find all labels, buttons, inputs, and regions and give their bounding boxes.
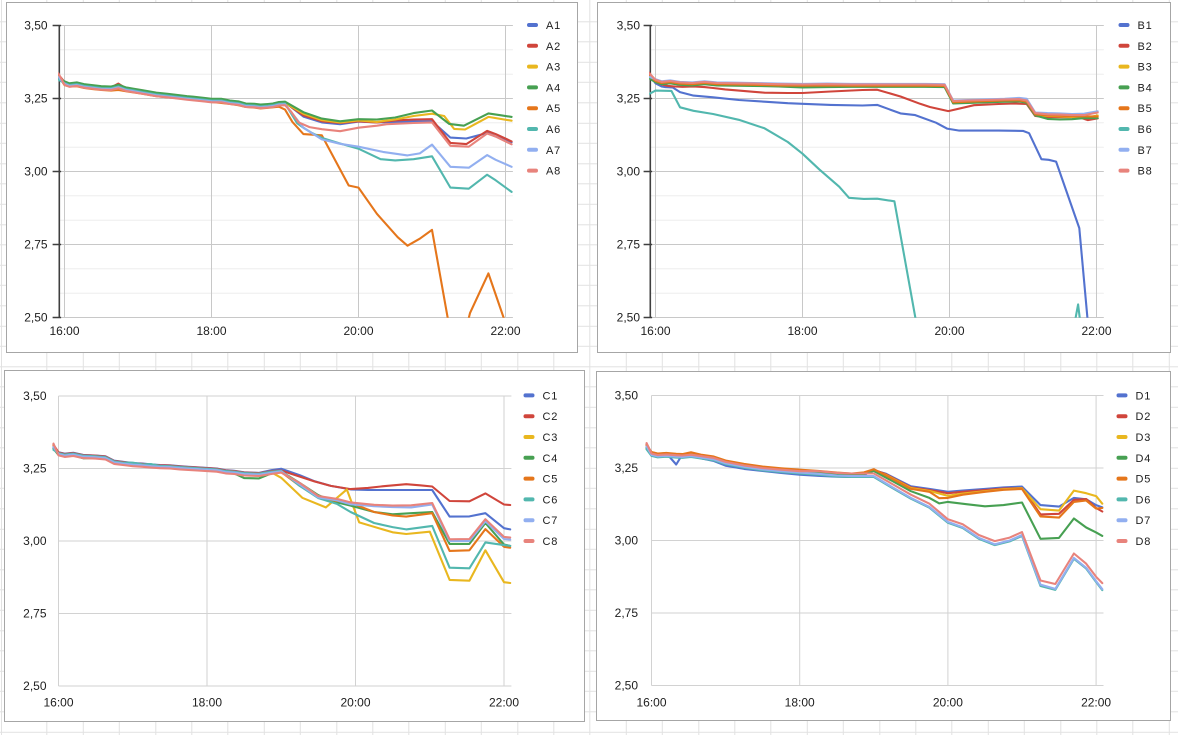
svg-text:18:00: 18:00 — [192, 696, 222, 710]
svg-text:3,50: 3,50 — [617, 19, 641, 33]
svg-text:3,00: 3,00 — [23, 534, 47, 548]
svg-text:A3: A3 — [546, 62, 561, 74]
svg-text:A6: A6 — [546, 124, 561, 136]
svg-text:3,00: 3,00 — [24, 165, 48, 179]
svg-text:D8: D8 — [1136, 536, 1152, 548]
svg-text:2,50: 2,50 — [615, 679, 639, 693]
svg-text:20:00: 20:00 — [340, 696, 370, 710]
svg-text:3,25: 3,25 — [23, 462, 47, 476]
svg-text:C6: C6 — [543, 494, 559, 506]
svg-text:A5: A5 — [546, 103, 561, 115]
svg-text:B2: B2 — [1138, 41, 1153, 53]
svg-text:2,50: 2,50 — [24, 311, 48, 325]
svg-text:D3: D3 — [1136, 432, 1152, 444]
svg-text:18:00: 18:00 — [196, 324, 226, 338]
svg-text:C4: C4 — [543, 453, 559, 465]
svg-text:22:00: 22:00 — [490, 324, 520, 338]
svg-text:B3: B3 — [1138, 62, 1153, 74]
svg-text:16:00: 16:00 — [640, 324, 670, 338]
svg-text:D1: D1 — [1136, 390, 1152, 402]
svg-text:A7: A7 — [546, 145, 561, 157]
svg-text:2,75: 2,75 — [24, 238, 48, 252]
svg-text:16:00: 16:00 — [49, 324, 79, 338]
svg-text:20:00: 20:00 — [933, 696, 963, 710]
svg-text:22:00: 22:00 — [1081, 696, 1111, 710]
svg-text:3,25: 3,25 — [615, 461, 639, 475]
svg-text:2,50: 2,50 — [617, 311, 641, 325]
svg-text:18:00: 18:00 — [785, 696, 815, 710]
svg-text:C3: C3 — [543, 432, 559, 444]
svg-text:B6: B6 — [1138, 124, 1153, 136]
svg-text:16:00: 16:00 — [43, 696, 73, 710]
svg-text:A2: A2 — [546, 41, 561, 53]
svg-text:3,00: 3,00 — [617, 165, 641, 179]
svg-text:B8: B8 — [1138, 166, 1153, 178]
svg-text:3,25: 3,25 — [617, 92, 641, 106]
svg-text:B5: B5 — [1138, 103, 1153, 115]
svg-text:C2: C2 — [543, 411, 559, 423]
svg-text:D7: D7 — [1136, 515, 1152, 527]
svg-text:22:00: 22:00 — [1081, 324, 1111, 338]
svg-text:2,50: 2,50 — [23, 679, 47, 693]
svg-text:3,25: 3,25 — [24, 92, 48, 106]
svg-text:2,75: 2,75 — [617, 238, 641, 252]
svg-text:20:00: 20:00 — [934, 324, 964, 338]
svg-text:C7: C7 — [543, 515, 559, 527]
svg-text:3,00: 3,00 — [615, 534, 639, 548]
svg-text:20:00: 20:00 — [343, 324, 373, 338]
svg-text:D6: D6 — [1136, 494, 1152, 506]
svg-text:C5: C5 — [543, 474, 559, 486]
svg-text:D5: D5 — [1136, 474, 1152, 486]
svg-text:3,50: 3,50 — [23, 389, 47, 403]
svg-text:B7: B7 — [1138, 145, 1153, 157]
svg-text:D4: D4 — [1136, 453, 1152, 465]
svg-text:A4: A4 — [546, 82, 561, 94]
svg-text:B4: B4 — [1138, 82, 1153, 94]
svg-text:2,75: 2,75 — [615, 606, 639, 620]
svg-text:16:00: 16:00 — [636, 696, 666, 710]
svg-text:D2: D2 — [1136, 411, 1152, 423]
svg-text:3,50: 3,50 — [615, 389, 639, 403]
svg-text:18:00: 18:00 — [787, 324, 817, 338]
svg-text:B1: B1 — [1138, 20, 1153, 32]
svg-text:A8: A8 — [546, 166, 561, 178]
svg-text:3,50: 3,50 — [24, 19, 48, 33]
svg-text:22:00: 22:00 — [489, 696, 519, 710]
svg-text:2,75: 2,75 — [23, 607, 47, 621]
svg-text:C1: C1 — [543, 390, 559, 402]
svg-text:C8: C8 — [543, 536, 559, 548]
svg-text:A1: A1 — [546, 20, 561, 32]
